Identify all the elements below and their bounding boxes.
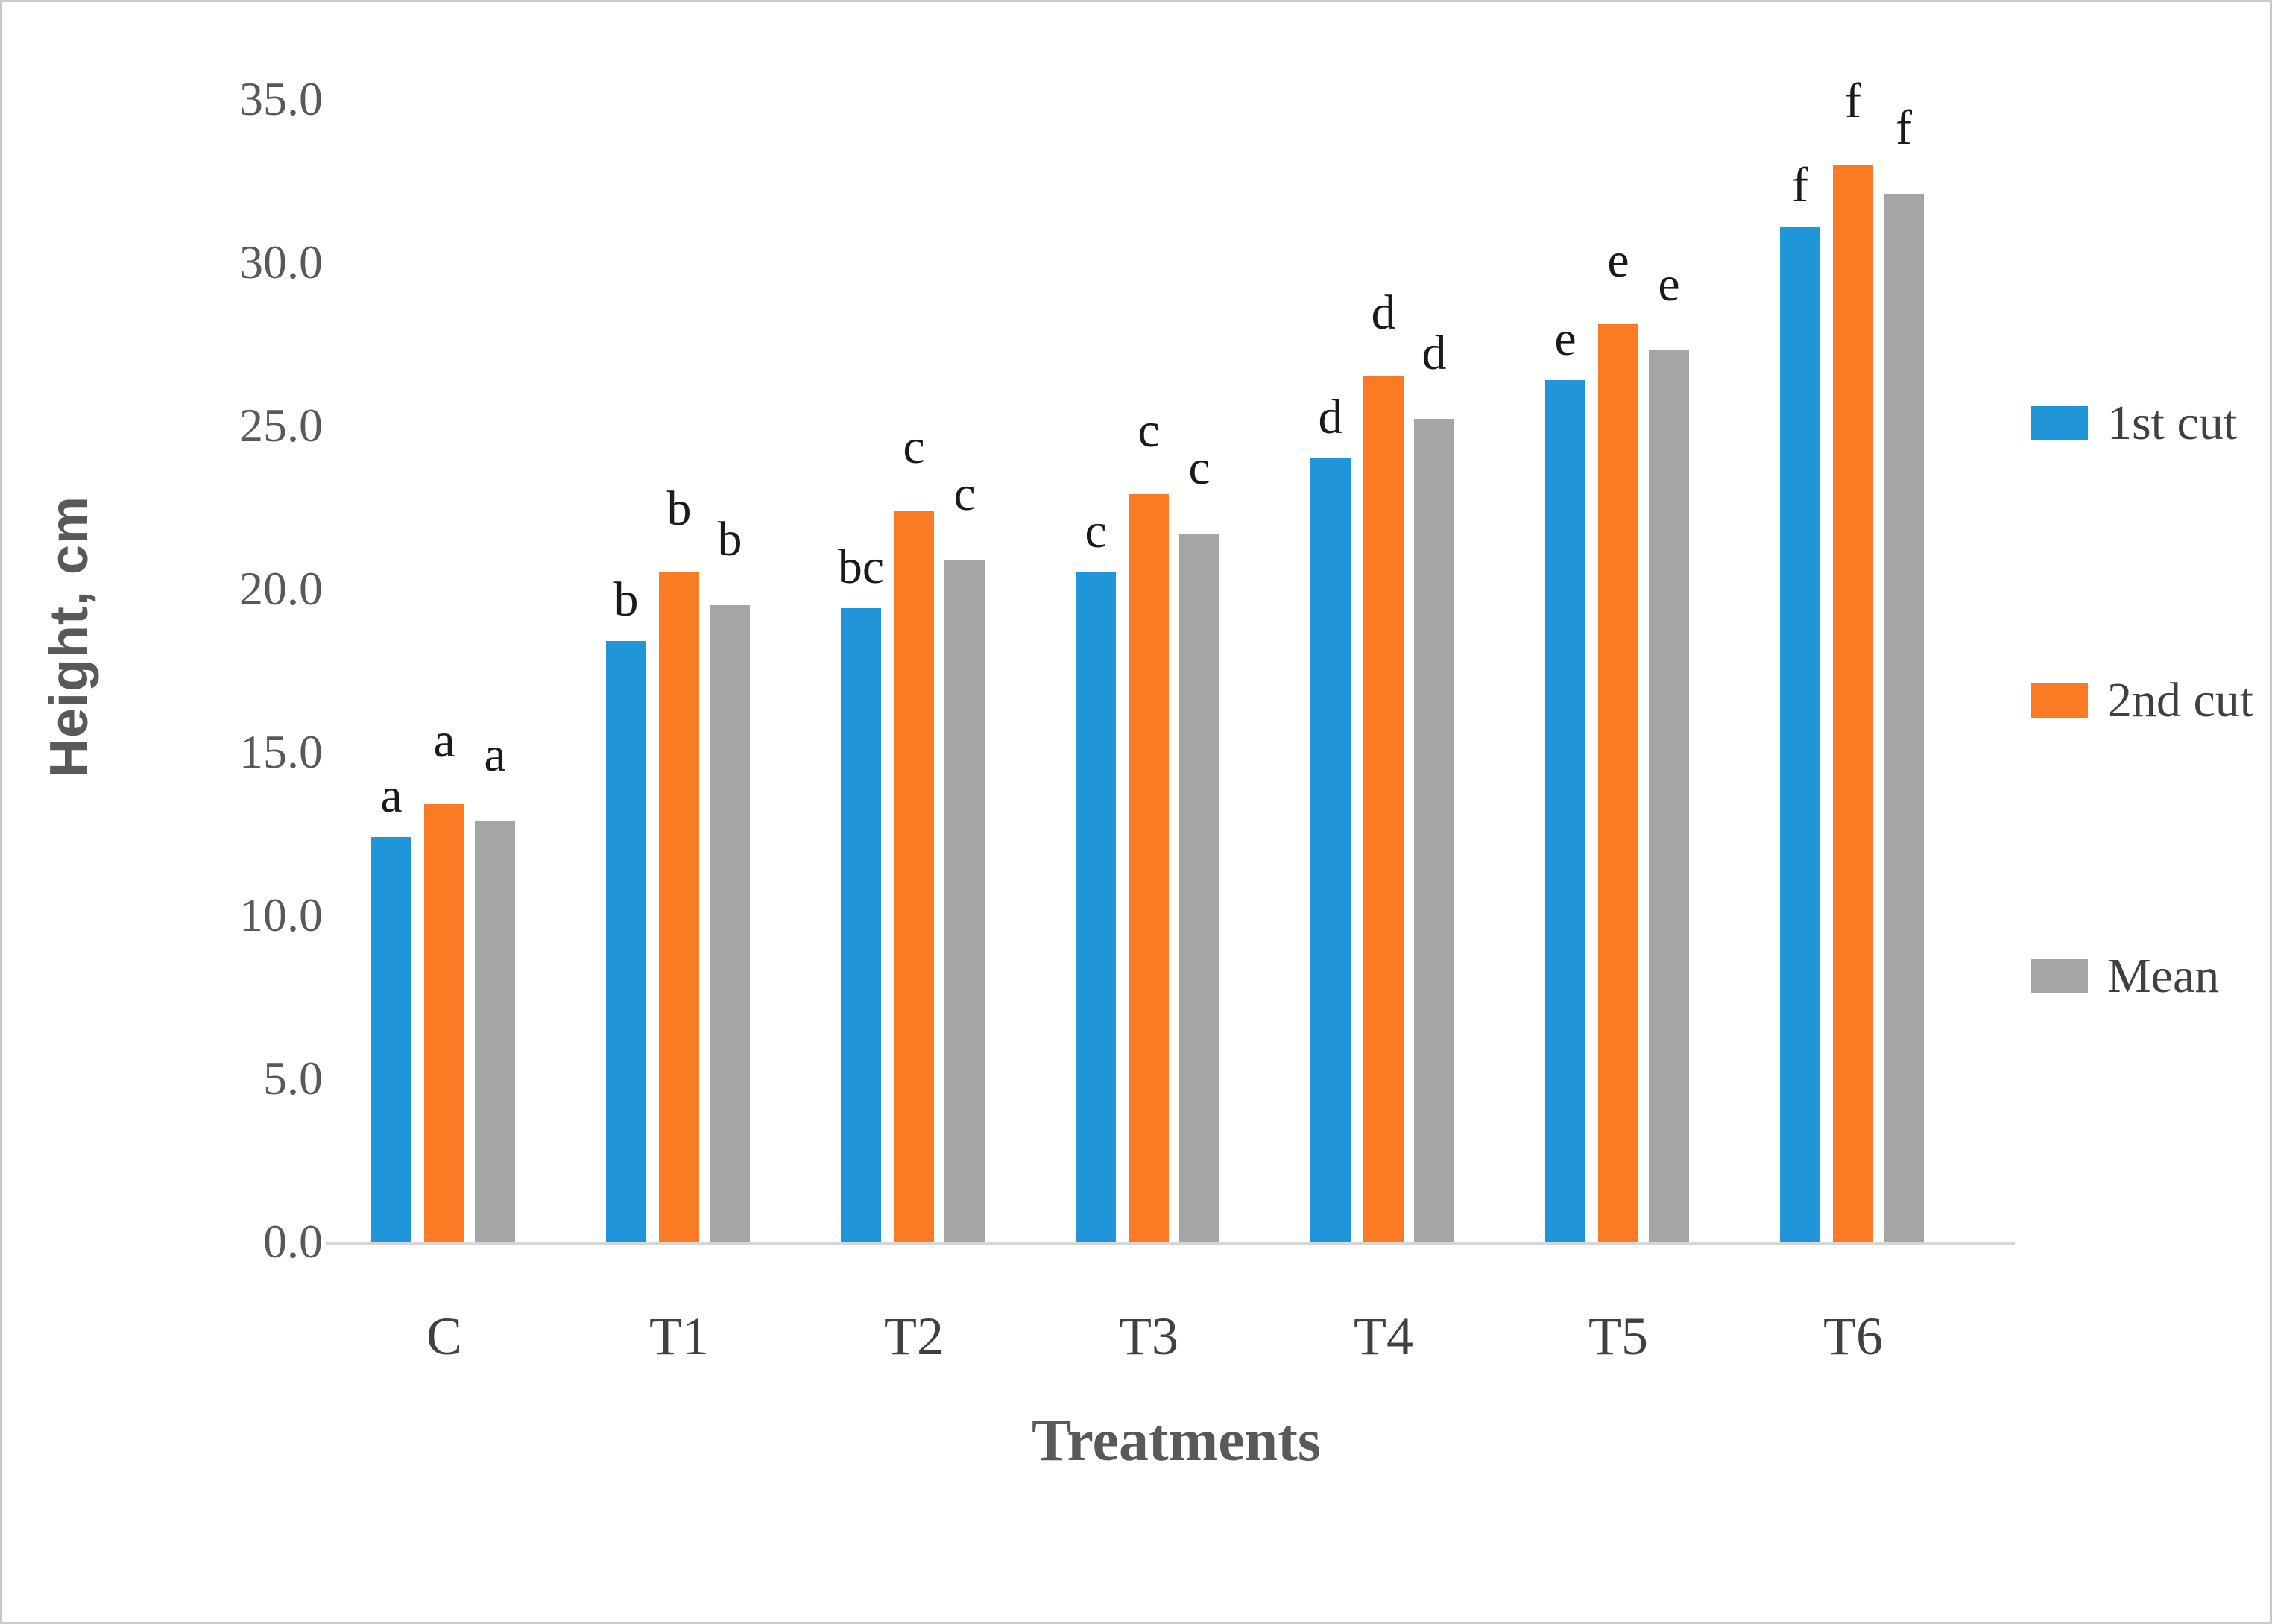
bar-mean-T6[interactable] [1884,194,1924,1242]
y-axis-title: Height, cm [40,495,99,778]
significance-letter-mean-T4: d [1421,326,1447,381]
x-category-label-T6: T6 [1823,1307,1883,1366]
significance-letter-mean-T2: c [953,466,976,521]
y-tick-label-30: 30.0 [239,236,323,288]
significance-letter-2nd-cut-C: a [433,713,455,768]
significance-letter-mean-T6: f [1896,101,1912,156]
x-category-label-T1: T1 [649,1307,709,1366]
bar-mean-T5[interactable] [1649,350,1689,1242]
bar-mean-C[interactable] [475,820,515,1242]
x-axis-title: Treatments [1031,1408,1322,1473]
bar-1st-cut-T3[interactable] [1076,572,1116,1242]
legend-item-2nd-cut[interactable]: 2nd cut [2031,669,2253,732]
significance-letter-mean-T3: c [1188,440,1211,495]
significance-letter-1st-cut-T3: c [1085,504,1107,559]
y-tick-label-25: 25.0 [239,399,323,452]
significance-letter-2nd-cut-T5: e [1607,233,1629,288]
significance-letter-mean-T5: e [1658,257,1680,312]
bar-mean-T3[interactable] [1179,533,1219,1242]
bar-1st-cut-T2[interactable] [841,608,881,1242]
y-tick-label-20: 20.0 [239,562,323,615]
significance-letter-mean-C: a [484,727,506,782]
legend-item-mean[interactable]: Mean [2031,945,2219,1008]
bar-2nd-cut-T6[interactable] [1833,164,1873,1242]
legend-label-1st-cut: 1st cut [2107,396,2238,450]
bar-2nd-cut-T3[interactable] [1129,493,1169,1242]
significance-letter-2nd-cut-T6: f [1845,73,1861,128]
bar-1st-cut-T6[interactable] [1780,226,1820,1242]
x-category-label-T4: T4 [1354,1307,1413,1366]
y-tick-label-0: 0.0 [263,1215,323,1268]
bar-2nd-cut-T5[interactable] [1598,324,1638,1242]
significance-letter-1st-cut-T6: f [1792,157,1808,212]
bar-mean-T1[interactable] [710,604,750,1242]
x-axis-line [326,1242,2015,1245]
significance-letter-2nd-cut-T1: b [666,481,692,537]
bar-1st-cut-C[interactable] [371,836,411,1242]
legend-label-mean: Mean [2107,949,2220,1003]
y-tick-label-35: 35.0 [239,72,323,125]
y-tick-label-5: 5.0 [263,1052,323,1105]
bar-mean-T4[interactable] [1414,419,1454,1242]
legend-marker-2nd-cut-icon [2031,683,2088,718]
bar-mean-T2[interactable] [944,559,985,1242]
significance-letter-2nd-cut-T4: d [1371,285,1396,341]
bar-2nd-cut-T2[interactable] [894,510,934,1242]
bar-2nd-cut-T1[interactable] [659,572,699,1242]
significance-letter-2nd-cut-T2: c [903,419,925,474]
legend: 1st cut 2nd cut Mean [2031,2,2270,1622]
significance-letter-1st-cut-T2: bc [837,540,885,595]
bar-1st-cut-T4[interactable] [1310,458,1351,1242]
legend-label-2nd-cut: 2nd cut [2107,673,2254,727]
x-category-label-T2: T2 [884,1307,944,1366]
significance-letter-1st-cut-C: a [380,768,403,823]
y-tick-label-10: 10.0 [239,888,323,941]
legend-item-1st-cut[interactable]: 1st cut [2031,392,2237,455]
significance-letter-1st-cut-T4: d [1318,389,1343,444]
bar-1st-cut-T5[interactable] [1545,379,1585,1242]
significance-letter-1st-cut-T1: b [613,572,639,628]
bar-2nd-cut-T4[interactable] [1363,376,1404,1242]
legend-marker-mean-icon [2031,959,2088,993]
x-category-label-C: C [426,1307,463,1366]
bar-1st-cut-T1[interactable] [606,641,646,1242]
x-category-label-T5: T5 [1588,1307,1648,1366]
legend-marker-1st-cut-icon [2031,406,2088,440]
bar-2nd-cut-C[interactable] [424,804,464,1242]
significance-letter-2nd-cut-T3: c [1137,402,1160,458]
x-category-label-T3: T3 [1119,1307,1178,1366]
significance-letter-1st-cut-T5: e [1554,311,1577,366]
significance-letter-mean-T1: b [717,511,742,566]
y-tick-label-15: 15.0 [239,725,323,778]
